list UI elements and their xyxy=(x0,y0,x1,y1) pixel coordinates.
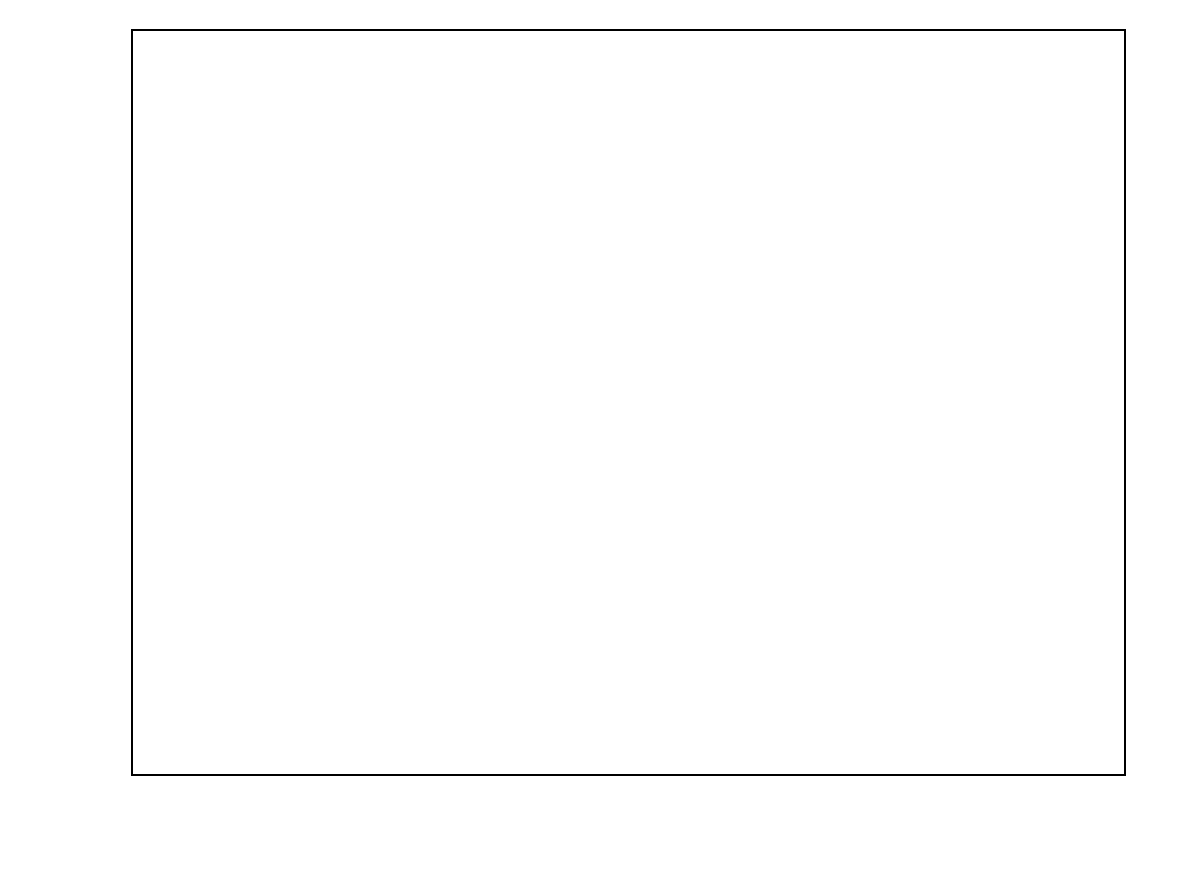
chart-svg xyxy=(0,0,1177,888)
plot-bg xyxy=(0,0,1177,888)
chart-container xyxy=(0,0,1177,888)
